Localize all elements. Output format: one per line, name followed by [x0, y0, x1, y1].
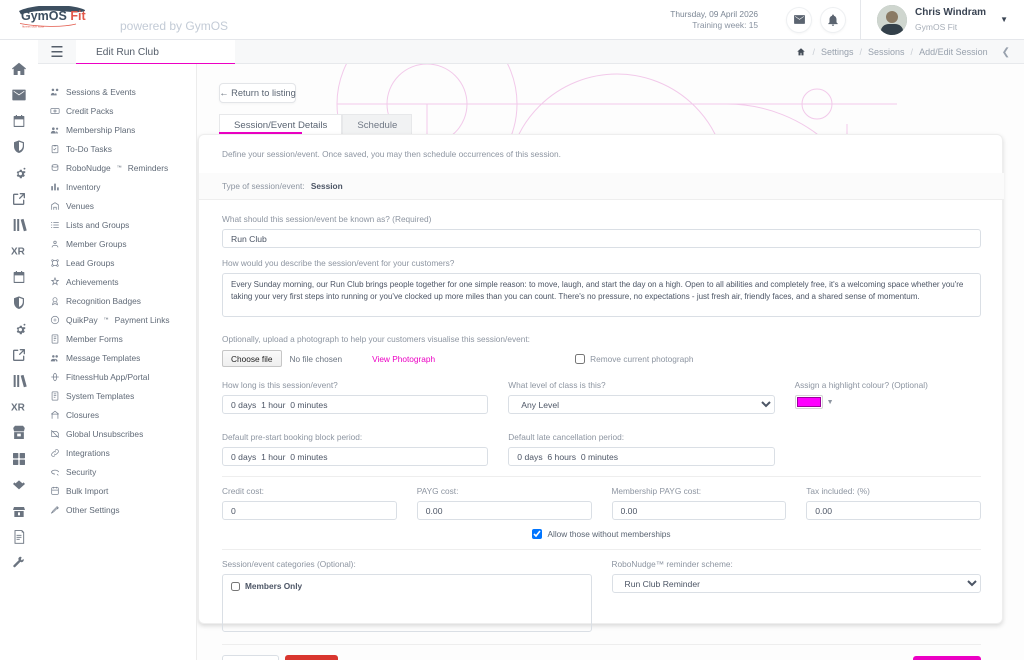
svg-text:XR: XR — [11, 402, 26, 413]
svg-text:GymOS Fit: GymOS Fit — [21, 9, 86, 23]
svg-text:XR: XR — [11, 246, 26, 257]
svg-text:fitness club suite: fitness club suite — [22, 25, 45, 29]
